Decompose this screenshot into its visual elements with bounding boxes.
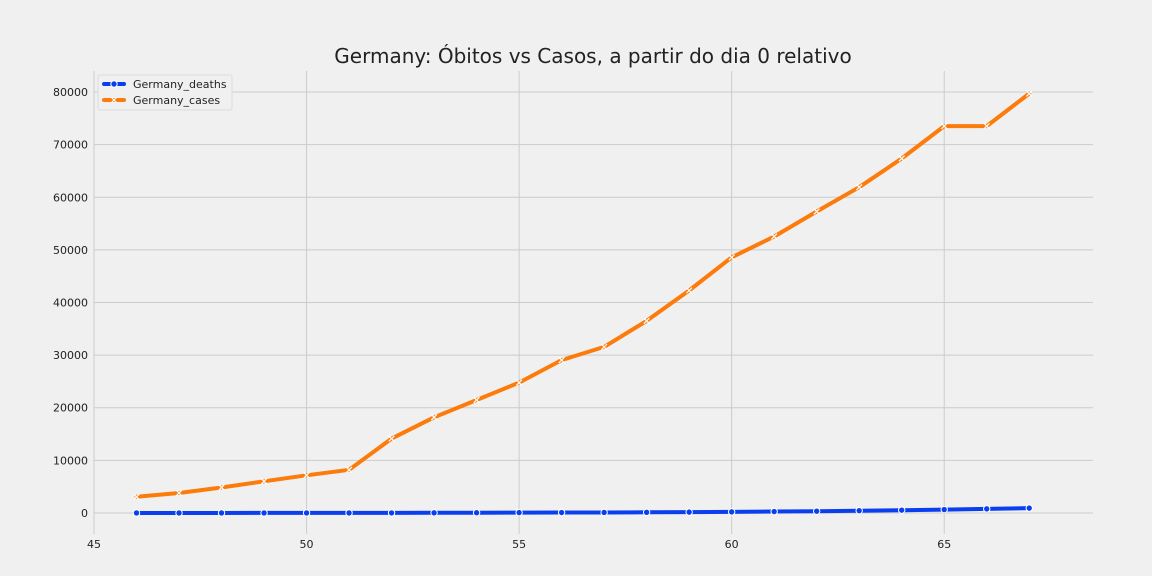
y-tick-label: 20000 bbox=[53, 402, 88, 415]
series-lines bbox=[134, 91, 1032, 515]
data-point bbox=[600, 343, 608, 351]
data-point bbox=[558, 356, 565, 364]
data-point bbox=[600, 508, 608, 517]
data-point bbox=[1026, 90, 1033, 97]
legend-label: Germany_cases bbox=[133, 94, 220, 107]
y-tick-label: 30000 bbox=[53, 349, 88, 362]
data-point bbox=[685, 508, 693, 516]
y-tick-label: 40000 bbox=[53, 297, 88, 310]
x-tick-label: 50 bbox=[300, 538, 314, 551]
y-axis-ticks: 0 10000 20000 30000 40000 50000 60000 70000 8000… bbox=[53, 86, 88, 520]
data-point bbox=[898, 155, 905, 162]
data-point bbox=[345, 509, 353, 517]
series-markers bbox=[132, 90, 1033, 517]
x-tick-label: 45 bbox=[87, 538, 101, 551]
data-point bbox=[472, 509, 481, 517]
data-point bbox=[175, 489, 183, 497]
data-point bbox=[515, 379, 523, 386]
y-tick-label: 10000 bbox=[53, 454, 88, 467]
data-point bbox=[430, 414, 438, 421]
data-point bbox=[217, 509, 226, 517]
data-point bbox=[303, 472, 310, 479]
data-point bbox=[557, 508, 566, 517]
data-point bbox=[642, 508, 651, 517]
grid bbox=[93, 71, 1093, 534]
data-point bbox=[643, 317, 650, 325]
data-point bbox=[813, 208, 820, 215]
data-point bbox=[812, 507, 821, 515]
data-point bbox=[728, 254, 735, 261]
data-point bbox=[983, 122, 990, 130]
y-tick-label: 70000 bbox=[53, 139, 88, 152]
series-line-1 bbox=[134, 91, 1032, 499]
data-point bbox=[770, 233, 778, 240]
data-point bbox=[260, 478, 268, 485]
data-point bbox=[940, 122, 948, 130]
data-point bbox=[685, 287, 693, 294]
data-point bbox=[983, 505, 991, 513]
x-axis-ticks: 45 50 55 60 65 bbox=[87, 538, 951, 551]
data-point bbox=[218, 484, 225, 491]
legend-item: Germany_cases bbox=[102, 94, 220, 107]
data-point bbox=[388, 435, 395, 442]
data-point bbox=[133, 493, 140, 501]
data-point bbox=[770, 507, 778, 516]
data-point bbox=[387, 509, 396, 517]
legend-label: Germany_deaths bbox=[133, 78, 227, 91]
y-tick-label: 50000 bbox=[53, 244, 88, 257]
y-tick-label: 60000 bbox=[53, 191, 88, 204]
x-tick-label: 60 bbox=[725, 538, 739, 551]
y-tick-label: 0 bbox=[81, 507, 88, 520]
legend: Germany_deaths Germany_cases bbox=[97, 74, 233, 111]
y-tick-label: 80000 bbox=[53, 86, 88, 99]
data-point bbox=[898, 506, 906, 514]
data-point bbox=[302, 509, 311, 517]
legend-item: Germany_deaths bbox=[102, 78, 227, 91]
chart-title: Germany: Óbitos vs Casos, a partir do di… bbox=[334, 44, 851, 68]
series-line-0 bbox=[134, 506, 1032, 515]
data-point bbox=[260, 509, 268, 517]
data-point bbox=[345, 466, 353, 474]
data-point bbox=[855, 183, 863, 191]
legend-box bbox=[97, 74, 233, 111]
x-tick-label: 65 bbox=[937, 538, 951, 551]
data-point bbox=[1025, 504, 1033, 512]
data-point bbox=[175, 509, 183, 517]
data-point bbox=[855, 506, 863, 515]
data-point bbox=[430, 509, 438, 517]
data-point bbox=[473, 396, 480, 404]
x-tick-label: 55 bbox=[512, 538, 526, 551]
data-point bbox=[940, 505, 948, 514]
data-point bbox=[515, 508, 523, 517]
data-point bbox=[727, 508, 736, 516]
data-point bbox=[132, 509, 141, 517]
